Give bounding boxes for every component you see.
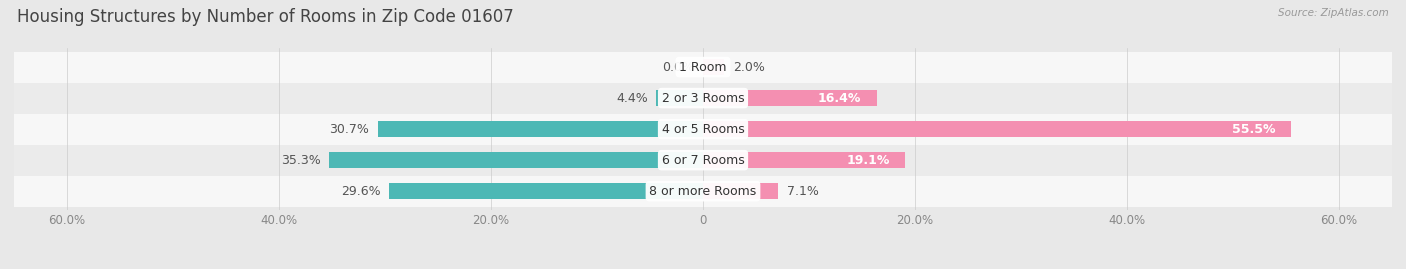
Text: 4 or 5 Rooms: 4 or 5 Rooms — [662, 123, 744, 136]
Text: 2 or 3 Rooms: 2 or 3 Rooms — [662, 91, 744, 105]
Text: 19.1%: 19.1% — [846, 154, 890, 167]
Bar — [14, 114, 1392, 145]
Bar — [389, 183, 703, 199]
Bar — [14, 176, 1392, 207]
Text: 2.0%: 2.0% — [733, 61, 765, 73]
Text: 55.5%: 55.5% — [1232, 123, 1275, 136]
Bar — [703, 90, 877, 106]
Bar — [703, 59, 724, 75]
Text: Housing Structures by Number of Rooms in Zip Code 01607: Housing Structures by Number of Rooms in… — [17, 8, 513, 26]
Text: 35.3%: 35.3% — [281, 154, 321, 167]
Text: 7.1%: 7.1% — [787, 185, 818, 198]
Bar — [703, 121, 1291, 137]
Text: 1 Room: 1 Room — [679, 61, 727, 73]
Bar — [329, 152, 703, 168]
Text: 8 or more Rooms: 8 or more Rooms — [650, 185, 756, 198]
Bar — [703, 183, 779, 199]
Bar — [14, 145, 1392, 176]
Bar — [14, 83, 1392, 114]
Text: 29.6%: 29.6% — [342, 185, 381, 198]
Bar — [378, 121, 703, 137]
Bar — [14, 52, 1392, 83]
Text: 6 or 7 Rooms: 6 or 7 Rooms — [662, 154, 744, 167]
Text: 0.0%: 0.0% — [662, 61, 695, 73]
Bar — [703, 152, 905, 168]
Bar — [657, 90, 703, 106]
Text: 16.4%: 16.4% — [817, 91, 860, 105]
Text: Source: ZipAtlas.com: Source: ZipAtlas.com — [1278, 8, 1389, 18]
Text: 30.7%: 30.7% — [329, 123, 370, 136]
Text: 4.4%: 4.4% — [616, 91, 648, 105]
